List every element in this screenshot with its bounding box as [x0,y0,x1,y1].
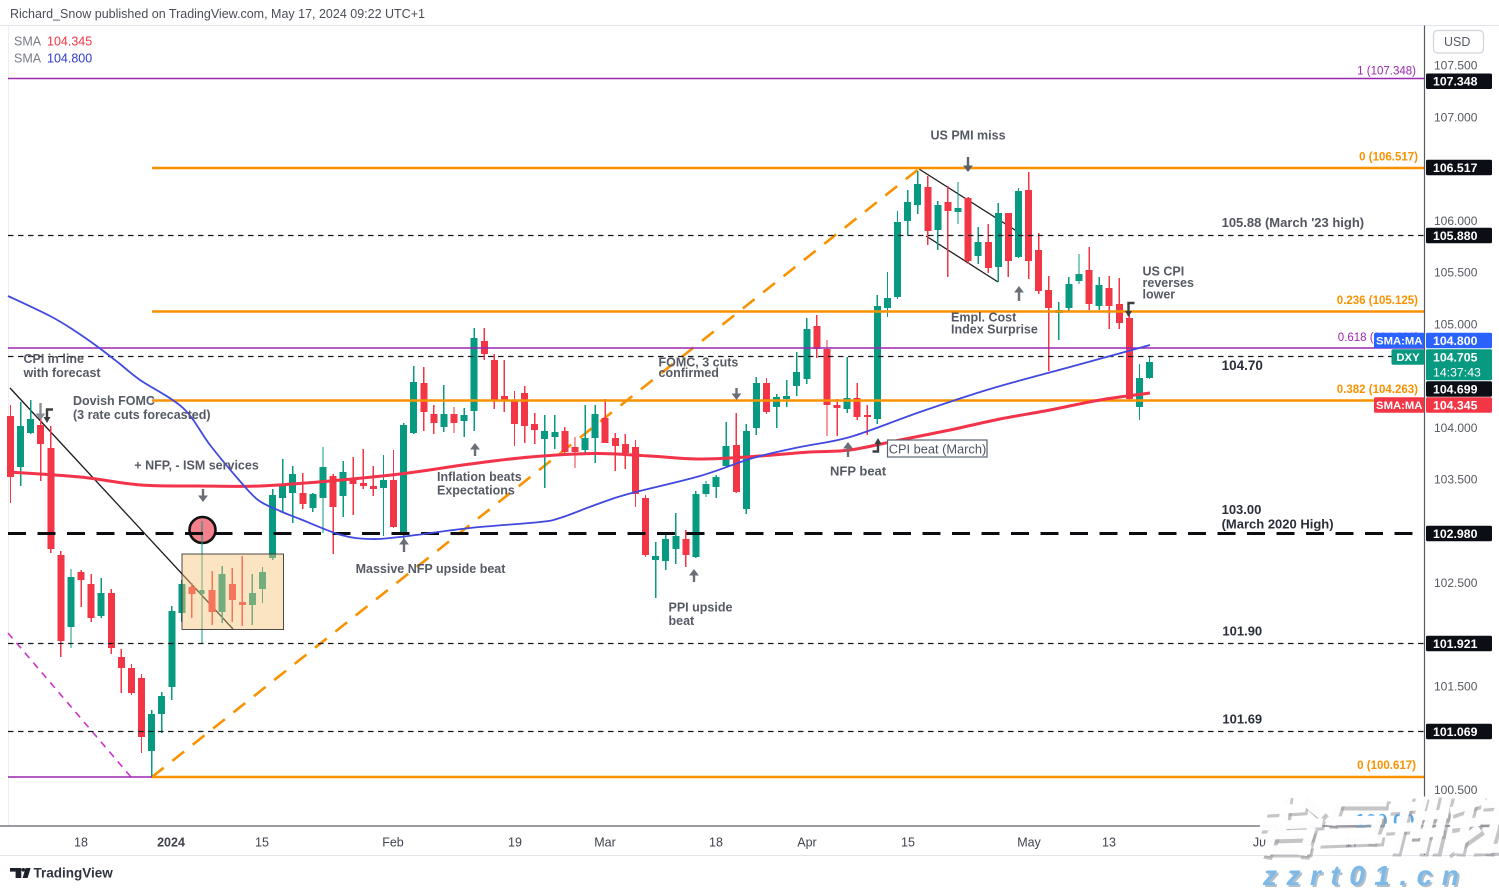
svg-text:Richard_Snow published on Trad: Richard_Snow published on TradingView.co… [10,7,425,21]
svg-text:107.348: 107.348 [1433,75,1478,89]
svg-text:CPI in line: CPI in line [24,352,84,366]
svg-text:101.69: 101.69 [1222,712,1262,727]
svg-text:US CPI: US CPI [1143,265,1185,279]
svg-text:reverses: reverses [1143,276,1194,290]
svg-text:Expectations: Expectations [437,484,515,498]
svg-text:Dovish FOMC: Dovish FOMC [73,394,155,408]
svg-text:101.500: 101.500 [1434,680,1478,694]
svg-text:104.800: 104.800 [1433,334,1478,348]
svg-text:104.699: 104.699 [1433,382,1478,396]
svg-text:CPI beat (March): CPI beat (March) [889,441,986,456]
svg-text:1 (107.348): 1 (107.348) [1357,66,1416,78]
svg-text:103.500: 103.500 [1434,473,1478,487]
svg-text:105.880: 105.880 [1433,229,1478,243]
svg-text:15: 15 [255,836,269,850]
svg-text:104.705: 104.705 [1433,351,1478,365]
svg-text:May: May [1017,836,1041,850]
svg-text:USD: USD [1444,35,1470,49]
svg-text:SMA: SMA [14,52,42,66]
svg-text:104.000: 104.000 [1434,421,1478,435]
svg-text:SMA: SMA [14,35,42,49]
svg-text:(3 rate cuts forecasted): (3 rate cuts forecasted) [73,408,211,422]
svg-text:PPI upside: PPI upside [669,601,733,615]
svg-text:104.345: 104.345 [47,35,92,49]
svg-text:lower: lower [1143,288,1176,302]
svg-text:US PMI miss: US PMI miss [931,129,1006,143]
svg-text:Index Surprise: Index Surprise [951,323,1038,337]
svg-text:105.000: 105.000 [1434,317,1478,331]
svg-text:100.500: 100.500 [1434,783,1478,797]
svg-text:104.70: 104.70 [1222,358,1263,373]
svg-text:107.000: 107.000 [1434,110,1478,124]
svg-text:SMA:MA: SMA:MA [1376,400,1422,412]
svg-text:105.500: 105.500 [1434,266,1478,280]
svg-text:107.500: 107.500 [1434,59,1478,73]
svg-text:Empl. Cost: Empl. Cost [951,311,1017,325]
svg-text:0 (106.517): 0 (106.517) [1359,152,1418,164]
svg-text:15: 15 [901,836,915,850]
svg-text:104.345: 104.345 [1433,398,1478,412]
svg-text:zzrt01.cn: zzrt01.cn [1264,862,1470,891]
svg-text:103.00: 103.00 [1222,502,1262,517]
svg-text:0.236 (105.125): 0.236 (105.125) [1337,295,1418,307]
svg-text:18: 18 [709,836,723,850]
svg-text:+ NFP, - ISM services: + NFP, - ISM services [134,459,259,473]
svg-text:14:37:43: 14:37:43 [1433,366,1481,380]
svg-text:NFP beat: NFP beat [830,464,887,479]
svg-text:Inflation beats: Inflation beats [437,470,522,484]
svg-text:0 (100.617): 0 (100.617) [1357,760,1416,772]
svg-text:18: 18 [74,836,88,850]
svg-text:Massive NFP upside beat: Massive NFP upside beat [356,562,507,576]
svg-text:101.069: 101.069 [1433,725,1478,739]
svg-text:TradingView: TradingView [34,866,114,881]
svg-text:zzrt01.cn: zzrt01.cn [1262,860,1468,891]
svg-text:105.88 (March '23 high): 105.88 (March '23 high) [1222,215,1365,230]
svg-text:DXY: DXY [1396,352,1420,364]
svg-text:0.382 (104.263): 0.382 (104.263) [1337,384,1418,396]
svg-text:13: 13 [1102,836,1116,850]
svg-text:19: 19 [508,836,522,850]
svg-text:102.500: 102.500 [1434,576,1478,590]
svg-text:beat: beat [669,614,696,628]
svg-text:SMA:MA: SMA:MA [1376,336,1422,348]
svg-text:102.980: 102.980 [1433,527,1478,541]
svg-text:106.517: 106.517 [1433,161,1478,175]
svg-text:confirmed: confirmed [659,366,719,380]
svg-text:Feb: Feb [382,836,404,850]
svg-text:101.921: 101.921 [1433,637,1478,651]
svg-text:Mar: Mar [594,836,616,850]
svg-text:Apr: Apr [797,836,816,850]
svg-text:101.90: 101.90 [1222,624,1262,639]
svg-text:FOMC, 3 cuts: FOMC, 3 cuts [659,356,739,370]
svg-text:2024: 2024 [157,836,185,850]
svg-text:with forecast: with forecast [23,366,102,380]
svg-text:104.800: 104.800 [47,52,92,66]
svg-text:106.000: 106.000 [1434,214,1478,228]
svg-text:(March 2020 High): (March 2020 High) [1222,517,1334,532]
